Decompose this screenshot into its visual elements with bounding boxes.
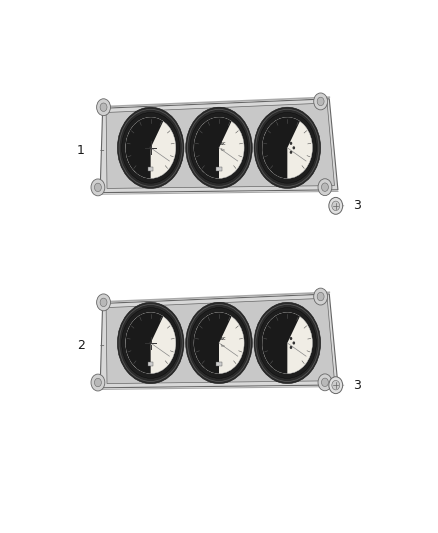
Circle shape bbox=[332, 381, 339, 390]
Circle shape bbox=[117, 302, 184, 384]
Circle shape bbox=[314, 288, 328, 305]
Circle shape bbox=[95, 378, 101, 387]
Circle shape bbox=[329, 377, 343, 393]
FancyBboxPatch shape bbox=[148, 362, 153, 366]
Circle shape bbox=[254, 302, 321, 384]
Circle shape bbox=[190, 112, 248, 183]
Text: 3: 3 bbox=[353, 199, 361, 212]
Circle shape bbox=[262, 117, 312, 179]
Text: 1: 1 bbox=[77, 144, 85, 157]
Wedge shape bbox=[126, 312, 163, 374]
Circle shape bbox=[290, 151, 292, 154]
Circle shape bbox=[91, 374, 105, 391]
Wedge shape bbox=[262, 117, 300, 179]
FancyBboxPatch shape bbox=[216, 362, 222, 366]
Circle shape bbox=[186, 302, 252, 384]
FancyBboxPatch shape bbox=[148, 167, 153, 171]
Text: Fan: Fan bbox=[221, 344, 226, 348]
Circle shape bbox=[117, 107, 184, 189]
Wedge shape bbox=[262, 312, 300, 374]
Wedge shape bbox=[194, 117, 232, 179]
Circle shape bbox=[97, 99, 110, 116]
Circle shape bbox=[126, 117, 176, 179]
Circle shape bbox=[290, 337, 292, 340]
Polygon shape bbox=[100, 294, 338, 388]
Circle shape bbox=[290, 142, 292, 145]
Circle shape bbox=[122, 112, 180, 183]
Circle shape bbox=[100, 298, 107, 306]
Text: Fan: Fan bbox=[221, 149, 226, 152]
Circle shape bbox=[100, 103, 107, 111]
Circle shape bbox=[97, 294, 110, 311]
Polygon shape bbox=[106, 103, 335, 189]
Circle shape bbox=[194, 312, 244, 374]
Circle shape bbox=[318, 374, 332, 391]
Circle shape bbox=[126, 312, 176, 374]
Text: A/C: A/C bbox=[220, 142, 226, 146]
Circle shape bbox=[317, 97, 324, 106]
Circle shape bbox=[317, 292, 324, 301]
Text: A/C: A/C bbox=[220, 337, 226, 341]
Polygon shape bbox=[106, 298, 335, 384]
Circle shape bbox=[254, 107, 321, 189]
Circle shape bbox=[332, 201, 339, 211]
Circle shape bbox=[262, 312, 312, 374]
Circle shape bbox=[149, 342, 152, 344]
Circle shape bbox=[95, 183, 101, 191]
Circle shape bbox=[321, 183, 328, 191]
Circle shape bbox=[321, 378, 328, 386]
Circle shape bbox=[194, 117, 244, 179]
Text: 2: 2 bbox=[77, 339, 85, 352]
Circle shape bbox=[149, 146, 152, 149]
FancyBboxPatch shape bbox=[216, 167, 222, 171]
Wedge shape bbox=[126, 117, 163, 179]
Circle shape bbox=[122, 308, 180, 378]
Circle shape bbox=[190, 308, 248, 378]
Circle shape bbox=[91, 179, 105, 196]
Circle shape bbox=[318, 179, 332, 196]
Circle shape bbox=[329, 197, 343, 214]
Circle shape bbox=[186, 107, 252, 189]
Polygon shape bbox=[100, 99, 338, 192]
Wedge shape bbox=[194, 312, 232, 374]
Circle shape bbox=[258, 308, 316, 378]
Circle shape bbox=[290, 346, 292, 349]
Circle shape bbox=[258, 112, 316, 183]
Circle shape bbox=[314, 93, 328, 110]
Circle shape bbox=[293, 146, 295, 149]
Text: 3: 3 bbox=[353, 378, 361, 392]
Circle shape bbox=[293, 342, 295, 344]
